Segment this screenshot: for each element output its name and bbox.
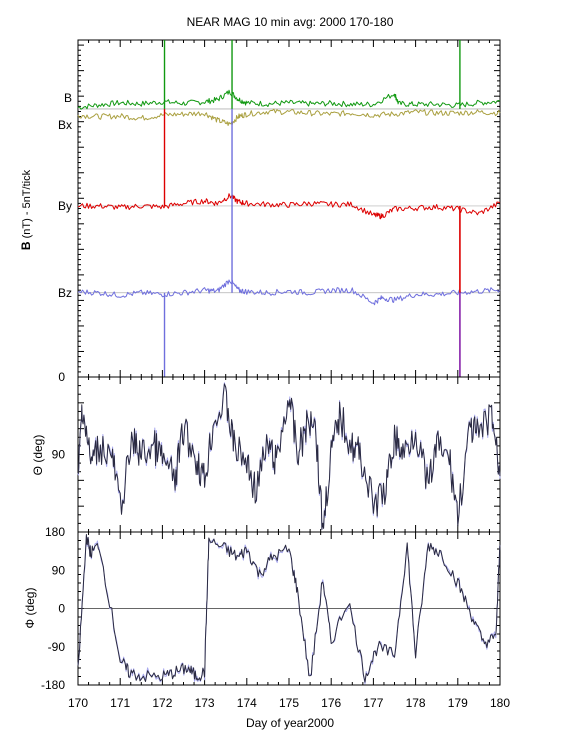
panel-b-ylabel-bold: B	[19, 241, 33, 250]
panel-phi-ylabel: Φ (deg)	[23, 588, 37, 629]
panel-b-series	[77, 40, 501, 377]
panel-theta-series	[77, 382, 501, 531]
x-axis-label: Day of year2000	[246, 716, 334, 730]
x-tick-label: 178	[406, 696, 426, 710]
phi-line	[77, 534, 501, 683]
panel-theta-ytick-labels: 90	[52, 448, 66, 462]
series-label-bx: Bx	[58, 118, 72, 132]
series-line-bz	[77, 279, 501, 306]
x-tick-label: 180	[490, 696, 510, 710]
phi-ytick-label: -180	[41, 678, 65, 692]
series-label-b: B	[64, 91, 72, 105]
x-tick-label: 172	[152, 696, 172, 710]
x-tick-label: 171	[110, 696, 130, 710]
phi-ytick-label: 180	[45, 525, 65, 539]
x-tick-label: 175	[279, 696, 299, 710]
series-label-by: By	[58, 199, 72, 213]
panel-theta-ylabel: Θ (deg)	[31, 435, 45, 476]
phi-ytick-label: 90	[52, 563, 66, 577]
panel-b-ylabel: B (nT) - 5nT/tick	[19, 169, 33, 250]
x-tick-label: 179	[448, 696, 468, 710]
phi-ytick-label: 0	[58, 602, 65, 616]
chart-title: NEAR MAG 10 min avg: 2000 170-180	[187, 15, 394, 29]
phi-scatter	[77, 535, 501, 685]
series-line-by	[77, 193, 501, 220]
panel-b-ylabel-rest: (nT) - 5nT/tick	[21, 169, 33, 241]
x-tick-label: 170	[68, 696, 88, 710]
series-line-b	[77, 89, 501, 110]
panel-theta: 90 Θ (deg)	[31, 376, 501, 533]
panel-phi-ytick-labels: 180 90 0 -90 -180	[41, 525, 65, 692]
x-tick-label: 177	[363, 696, 383, 710]
panel-b-ytick-0: 0	[58, 370, 65, 384]
x-tick-label: 173	[195, 696, 215, 710]
x-tick-label: 174	[237, 696, 257, 710]
panel-phi-series	[77, 534, 501, 685]
panel-phi-ticks	[77, 532, 501, 685]
panel-phi: 180 90 0 -90 -180 Φ (deg)	[23, 525, 501, 692]
x-tick-labels: 170 171 172 173 174 175 176 177 178 179 180	[68, 696, 510, 710]
panel-b-series-labels: B Bx By Bz	[58, 91, 72, 300]
theta-ytick-label: 90	[52, 448, 66, 462]
phi-ytick-label: -90	[48, 640, 66, 654]
series-line-bx	[77, 108, 501, 126]
x-tick-label: 176	[321, 696, 341, 710]
panel-b-ticks	[77, 40, 501, 377]
panel-b-components: B Bx By Bz 0 B (nT) - 5nT/tick	[19, 39, 501, 384]
series-label-bz: Bz	[58, 286, 72, 300]
theta-line	[77, 383, 501, 530]
